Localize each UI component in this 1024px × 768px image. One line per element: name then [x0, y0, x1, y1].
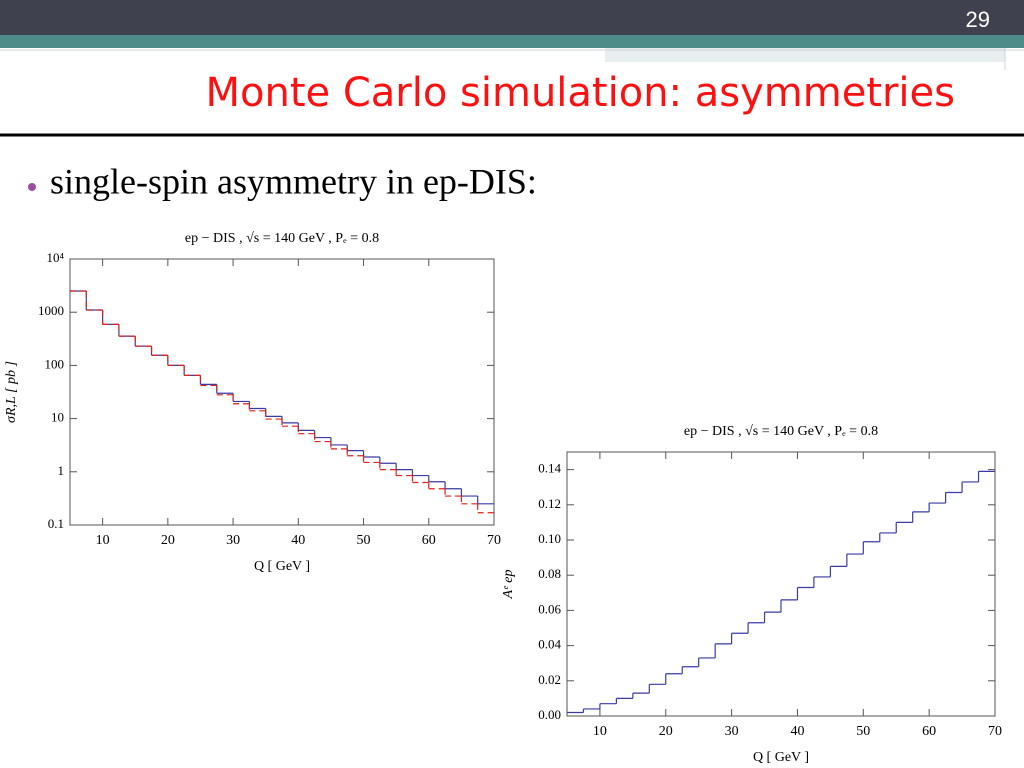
slide-title: Monte Carlo simulation: asymmetries — [206, 70, 956, 116]
y-tick-label: 0.08 — [538, 566, 561, 581]
bullet-dot — [28, 183, 36, 191]
y-tick-label: 0.14 — [538, 461, 561, 476]
x-tick-label: 60 — [422, 533, 436, 548]
y-tick-label: 0.12 — [538, 496, 561, 511]
y-tick-label: 1 — [58, 463, 65, 478]
x-tick-label: 50 — [357, 533, 371, 548]
x-tick-label: 60 — [922, 724, 936, 739]
x-axis-label: Q [ GeV ] — [753, 750, 809, 765]
accent-band — [605, 48, 1005, 62]
chart-title: ep − DIS , √s = 140 GeV , Pₑ = 0.8 — [185, 231, 379, 246]
x-tick-label: 20 — [161, 533, 175, 548]
x-tick-label: 10 — [593, 724, 607, 739]
x-axis-label: Q [ GeV ] — [254, 559, 310, 574]
y-tick-label: 10⁴ — [46, 250, 64, 265]
y-tick-label: 0.06 — [538, 601, 561, 616]
x-tick-label: 40 — [291, 533, 305, 548]
y-tick-label: 0.10 — [538, 531, 561, 546]
y-axis-label: σR,L [ pb ] — [4, 361, 19, 423]
plot-frame — [69, 258, 495, 526]
y-tick-label: 0.02 — [538, 672, 561, 687]
y-axis-label: Aᵉ ep — [501, 570, 516, 600]
y-tick-label: 100 — [45, 356, 65, 371]
y-tick-label: 0.00 — [538, 707, 561, 722]
slide-number: 29 — [966, 7, 990, 32]
x-tick-label: 70 — [988, 724, 1002, 739]
x-tick-label: 70 — [487, 533, 501, 548]
top-bar — [0, 0, 1024, 35]
x-tick-label: 30 — [725, 724, 739, 739]
plot-frame — [566, 451, 996, 717]
y-tick-label: 1000 — [38, 303, 64, 318]
chart-title: ep − DIS , √s = 140 GeV , Pₑ = 0.8 — [684, 424, 878, 439]
x-tick-label: 30 — [226, 533, 240, 548]
y-tick-label: 0.1 — [48, 516, 64, 531]
x-tick-label: 20 — [659, 724, 673, 739]
x-tick-label: 50 — [856, 724, 870, 739]
bullet-text: single-spin asymmetry in ep-DIS: — [50, 161, 537, 201]
x-tick-label: 10 — [96, 533, 110, 548]
accent-bar — [0, 35, 1024, 48]
y-tick-label: 0.04 — [538, 637, 561, 652]
y-tick-label: 10 — [51, 410, 64, 425]
x-tick-label: 40 — [790, 724, 804, 739]
